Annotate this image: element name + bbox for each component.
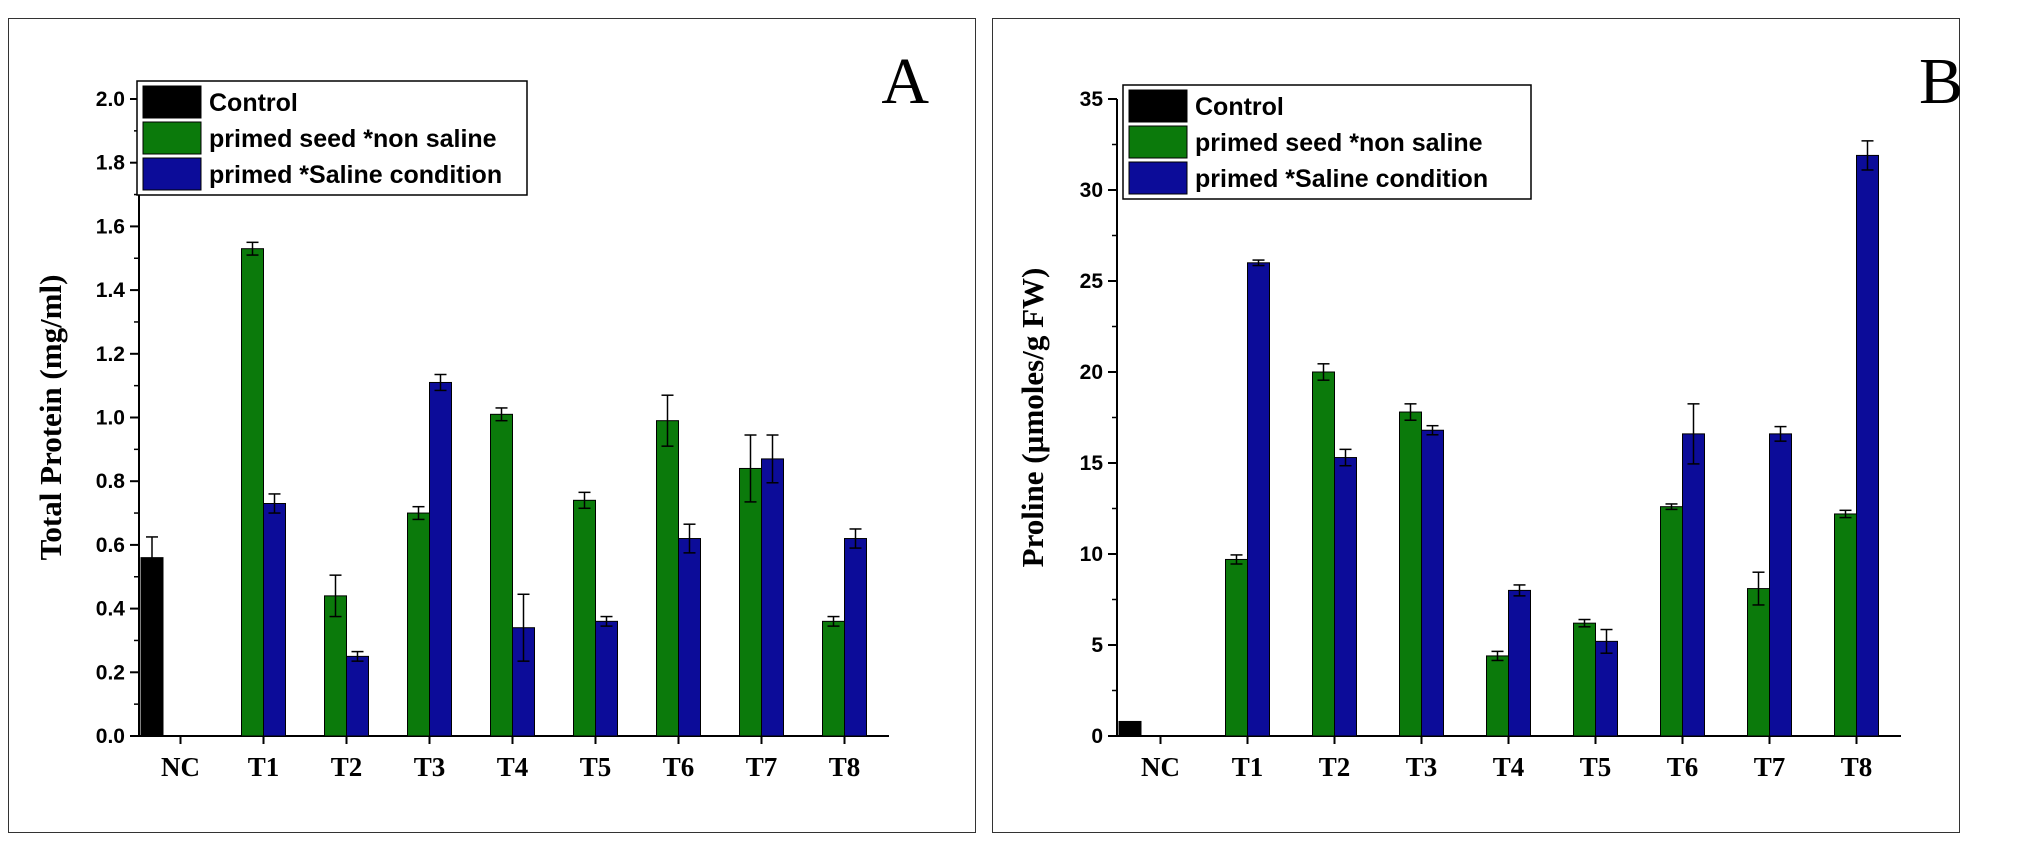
bar-saline-t4 xyxy=(1508,589,1531,737)
y-tick-label: 1.0 xyxy=(96,407,125,430)
bar-saline-t5 xyxy=(595,620,618,737)
y-axis-title: Proline (µmoles/g FW) xyxy=(1015,268,1050,568)
legend-label: primed *Saline condition xyxy=(1195,165,1488,193)
chart-b-svg: 0 5 10 15 20 25 30 35 Proline (µmoles/g FW) NC T1 T… xyxy=(1015,45,1961,782)
bar-saline-t2 xyxy=(346,655,369,737)
x-tick-label: T5 xyxy=(580,752,612,782)
x-tick-label: T2 xyxy=(331,752,363,782)
bar-non-saline-t5 xyxy=(1573,622,1596,737)
x-tick-label: T8 xyxy=(829,752,861,782)
bar-saline-t3 xyxy=(1421,429,1444,737)
y-tick-label: 1.2 xyxy=(96,343,125,366)
y-tick-label: 35 xyxy=(1080,88,1104,111)
y-tick-label: 15 xyxy=(1080,452,1104,475)
legend-swatch xyxy=(1128,125,1188,159)
x-tick-label: T3 xyxy=(1406,752,1438,782)
y-tick-label: 0.0 xyxy=(96,725,125,748)
x-tick-label: NC xyxy=(161,752,200,782)
bar-non-saline-t8 xyxy=(822,620,845,737)
legend-swatch xyxy=(142,85,202,119)
y-tick-label: 25 xyxy=(1080,270,1104,293)
bar-saline-t6 xyxy=(1682,433,1705,737)
legend-swatch xyxy=(142,121,202,155)
x-tick-label: T6 xyxy=(663,752,695,782)
legend-swatch xyxy=(142,157,202,191)
y-axis-title: Total Protein (mg/ml) xyxy=(33,275,68,561)
bar-saline-t7 xyxy=(761,458,784,737)
panel-letter: A xyxy=(881,45,929,118)
chart-panel-b: 0 5 10 15 20 25 30 35 Proline (µmoles/g FW) NC T1 T… xyxy=(992,18,1961,833)
bar-non-saline-t7 xyxy=(739,467,762,737)
chart-panel-a: 0.0 0.2 0.4 0.6 0.8 1.0 1.2 1.4 1.6 1.8 2.0 Total P… xyxy=(8,18,976,833)
bar-non-saline-t2 xyxy=(1312,371,1335,737)
legend-swatch xyxy=(1128,161,1188,195)
bar-non-saline-t6 xyxy=(656,420,679,737)
bar-non-saline-t8 xyxy=(1834,513,1857,737)
y-tick-label: 30 xyxy=(1080,179,1103,202)
y-tick-label: 5 xyxy=(1091,634,1103,657)
bar-non-saline-t4 xyxy=(490,413,513,737)
bar-saline-t8 xyxy=(844,538,867,737)
x-tick-label: T2 xyxy=(1319,752,1351,782)
bar-saline-t7 xyxy=(1769,433,1792,737)
bar-saline-t6 xyxy=(678,538,701,737)
bar-saline-t1 xyxy=(1247,262,1270,737)
x-tick-label: T3 xyxy=(414,752,446,782)
bar-saline-t1 xyxy=(263,502,286,737)
y-tick-label: 0.2 xyxy=(96,661,125,684)
x-tick-label: T4 xyxy=(1493,752,1525,782)
bar-non-saline-t1 xyxy=(1225,558,1248,737)
bar-non-saline-t6 xyxy=(1660,506,1683,737)
x-tick-label: T5 xyxy=(1580,752,1612,782)
legend-box xyxy=(136,80,528,196)
y-tick-label: 0.4 xyxy=(96,598,126,621)
bar-non-saline-t1 xyxy=(241,248,264,737)
x-tick-label: T6 xyxy=(1667,752,1699,782)
bar-saline-t5 xyxy=(1595,640,1618,737)
bar-control-nc xyxy=(140,557,164,737)
legend-label: primed seed *non saline xyxy=(1195,129,1483,157)
x-tick-label: T7 xyxy=(1754,752,1786,782)
x-tick-label: T8 xyxy=(1841,752,1873,782)
chart-a-svg: 0.0 0.2 0.4 0.6 0.8 1.0 1.2 1.4 1.6 1.8 2.0 Total P… xyxy=(33,45,929,782)
y-tick-label: 10 xyxy=(1080,543,1103,566)
y-tick-label: 0 xyxy=(1091,725,1103,748)
y-tick-label: 1.6 xyxy=(96,215,125,238)
y-tick-label: 1.4 xyxy=(96,279,126,302)
legend-label: primed seed *non saline xyxy=(209,125,497,153)
panel-letter: B xyxy=(1919,45,1961,118)
bar-saline-t8 xyxy=(1856,154,1879,737)
y-tick-label: 0.8 xyxy=(96,470,126,493)
x-tick-label: T1 xyxy=(1232,752,1264,782)
bar-saline-t2 xyxy=(1334,457,1357,737)
legend-swatch xyxy=(1128,89,1188,123)
x-tick-label: T1 xyxy=(248,752,280,782)
legend-label: primed *Saline condition xyxy=(209,161,502,189)
y-tick-label: 0.6 xyxy=(96,534,125,557)
x-tick-label: T7 xyxy=(746,752,778,782)
y-tick-label: 2.0 xyxy=(96,88,125,111)
bar-non-saline-t3 xyxy=(1399,411,1422,737)
x-tick-label: NC xyxy=(1141,752,1180,782)
bar-control-nc xyxy=(1118,720,1142,737)
x-tick-label: T4 xyxy=(497,752,529,782)
legend-box xyxy=(1122,84,1532,200)
bar-non-saline-t3 xyxy=(407,512,430,737)
bar-non-saline-t7 xyxy=(1747,588,1770,737)
y-tick-label: 20 xyxy=(1080,361,1103,384)
y-tick-label: 1.8 xyxy=(96,152,126,175)
bar-saline-t3 xyxy=(429,381,452,737)
legend-label: Control xyxy=(209,89,298,117)
legend-label: Control xyxy=(1195,93,1284,121)
bar-non-saline-t4 xyxy=(1486,655,1509,737)
bar-non-saline-t5 xyxy=(573,499,596,737)
